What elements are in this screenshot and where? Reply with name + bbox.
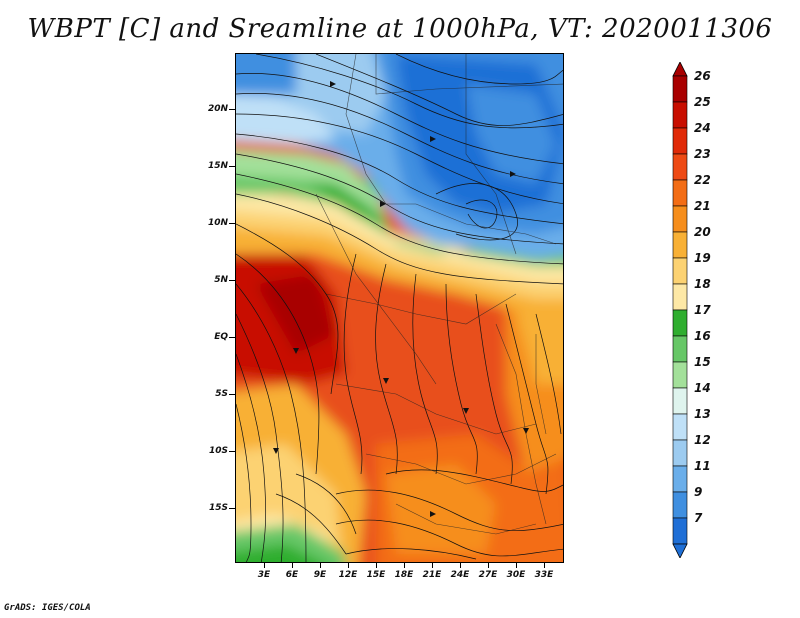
colorbar-label: 13 bbox=[694, 407, 711, 421]
colorbar bbox=[672, 62, 688, 558]
lon-label: 24E bbox=[450, 570, 470, 580]
colorbar-swatch bbox=[672, 205, 688, 233]
colorbar-swatch bbox=[672, 101, 688, 129]
colorbar-label: 11 bbox=[694, 459, 711, 473]
colorbar-label: 20 bbox=[694, 225, 711, 239]
lat-tick bbox=[229, 166, 235, 167]
colorbar-label: 19 bbox=[694, 251, 711, 265]
country-borders bbox=[315, 54, 563, 535]
colorbar-swatch bbox=[672, 387, 688, 415]
lon-label: 6E bbox=[285, 570, 299, 580]
lon-label: 15E bbox=[366, 570, 386, 580]
colorbar-label: 22 bbox=[694, 173, 711, 187]
colorbar-swatch bbox=[672, 413, 688, 441]
colorbar-label: 9 bbox=[694, 485, 703, 499]
colorbar-swatch bbox=[672, 257, 688, 285]
colorbar-swatch bbox=[672, 127, 688, 155]
lat-tick bbox=[229, 109, 235, 110]
lon-label: 27E bbox=[478, 570, 498, 580]
lat-tick bbox=[229, 508, 235, 509]
colorbar-label: 7 bbox=[694, 511, 703, 525]
lon-label: 9E bbox=[313, 570, 327, 580]
lat-tick bbox=[229, 223, 235, 224]
colorbar-swatch bbox=[672, 153, 688, 181]
colorbar-label: 14 bbox=[694, 381, 711, 395]
colorbar-swatch bbox=[672, 231, 688, 259]
streamline-arrows bbox=[273, 81, 529, 517]
lon-tick bbox=[460, 563, 461, 568]
lat-label: 10N bbox=[207, 218, 228, 228]
wbpt-field-map bbox=[236, 54, 563, 562]
lon-label: 21E bbox=[422, 570, 442, 580]
lon-tick bbox=[544, 563, 545, 568]
map-title: WBPT [C] and Sreamline at 1000hPa, VT: 2… bbox=[27, 14, 773, 44]
colorbar-label: 23 bbox=[694, 147, 711, 161]
colorbar-swatch bbox=[672, 465, 688, 493]
colorbar-label: 25 bbox=[694, 95, 711, 109]
colorbar-swatch bbox=[672, 361, 688, 389]
map-panel bbox=[235, 53, 564, 563]
lon-tick bbox=[404, 563, 405, 568]
colorbar-swatch bbox=[672, 283, 688, 311]
colorbar-label: 12 bbox=[694, 433, 711, 447]
colorbar-swatch bbox=[672, 439, 688, 467]
colorbar-label: 26 bbox=[694, 69, 711, 83]
colorbar-label: 17 bbox=[694, 303, 711, 317]
lon-label: 12E bbox=[338, 570, 358, 580]
lon-tick bbox=[348, 563, 349, 568]
lon-label: 33E bbox=[534, 570, 554, 580]
colorbar-label: 24 bbox=[694, 121, 711, 135]
lon-tick bbox=[292, 563, 293, 568]
colorbar-swatch bbox=[672, 335, 688, 363]
colorbar-swatch bbox=[672, 179, 688, 207]
lon-label: 3E bbox=[257, 570, 271, 580]
grads-credit: GrADS: IGES/COLA bbox=[4, 603, 91, 613]
colorbar-label: 15 bbox=[694, 355, 711, 369]
lat-label: 10S bbox=[208, 446, 228, 456]
lon-label: 30E bbox=[506, 570, 526, 580]
colorbar-label: 21 bbox=[694, 199, 711, 213]
lon-tick bbox=[488, 563, 489, 568]
lat-tick bbox=[229, 394, 235, 395]
colorbar-swatch bbox=[672, 309, 688, 337]
lon-tick bbox=[516, 563, 517, 568]
lat-tick bbox=[229, 280, 235, 281]
lon-tick bbox=[376, 563, 377, 568]
colorbar-label: 16 bbox=[694, 329, 711, 343]
temperature-field bbox=[236, 54, 563, 562]
colorbar-swatch bbox=[672, 75, 688, 103]
lon-tick bbox=[320, 563, 321, 568]
lat-label: 15S bbox=[208, 503, 228, 513]
lon-tick bbox=[432, 563, 433, 568]
lon-label: 18E bbox=[394, 570, 414, 580]
lat-label: 5N bbox=[214, 275, 228, 285]
colorbar-swatch bbox=[672, 491, 688, 519]
lat-label: 20N bbox=[207, 104, 228, 114]
colorbar-bottom-arrow bbox=[672, 543, 688, 558]
colorbar-label: 18 bbox=[694, 277, 711, 291]
lat-tick bbox=[229, 451, 235, 452]
lat-label: EQ bbox=[214, 332, 228, 342]
streamlines bbox=[236, 54, 563, 562]
lat-tick bbox=[229, 337, 235, 338]
lat-label: 15N bbox=[207, 161, 228, 171]
colorbar-top-arrow bbox=[672, 62, 688, 77]
lat-label: 5S bbox=[215, 389, 228, 399]
colorbar-swatch bbox=[672, 517, 688, 545]
lon-tick bbox=[264, 563, 265, 568]
